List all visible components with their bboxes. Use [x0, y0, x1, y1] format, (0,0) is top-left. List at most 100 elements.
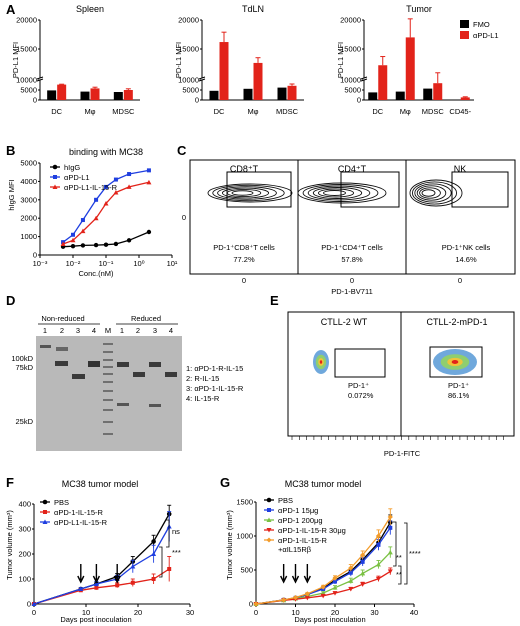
panel-a-title-1: TdLN [242, 4, 264, 14]
panel-g-point-3-8 [375, 576, 381, 582]
panel-a-bar-apdl1-1-1 [253, 62, 263, 100]
panel-g-dose-arrow-1 [291, 564, 300, 584]
panel-c-contour-1-0 [297, 182, 387, 204]
panel-f-dose-arrow-0 [77, 564, 85, 584]
lane-l4: 4 [92, 326, 96, 335]
panel-c-col-cd4: CD4⁺T [338, 164, 367, 174]
panel-b-point-2-3 [93, 215, 99, 221]
panel-a-bar-apdl1-2-2 [433, 83, 443, 100]
panel-a-bar-fmo-1-2 [277, 87, 287, 100]
panel-a-bar-apdl1-0-0 [57, 84, 67, 100]
panel-a-cat-0-1: Mφ [84, 107, 95, 116]
panel-c-gate-0 [226, 171, 292, 208]
panel-g-point-3-7 [360, 582, 366, 587]
panel-a-bar-apdl1-0-1 [90, 88, 100, 100]
panel-c-zero-y: 0 [182, 213, 186, 222]
panel-g-sig-2: ** [396, 570, 402, 579]
panel-a-cat-0-0: DC [51, 107, 62, 116]
panel-a-cat-1-1: Mφ [247, 107, 258, 116]
panel-g-point-3-9 [387, 569, 393, 574]
panel-b-point-2-2 [80, 228, 86, 234]
panel-b-point-0-3 [93, 242, 99, 248]
panel-c-zero-x2: 0 [350, 276, 354, 285]
panel-a-ytick-label-0-2: 10000 [16, 76, 37, 85]
panel-b-ytick-label-0: 0 [33, 251, 37, 260]
panel-b-series-line-1 [62, 169, 150, 243]
panel-f-point-1-3 [115, 583, 120, 588]
panel-f-point-2-2 [93, 581, 99, 586]
panel-g-ytick-label-3: 1500 [236, 498, 253, 507]
panel-c-contour-2-2 [414, 183, 452, 203]
mw-25kd: 25kD [15, 417, 33, 426]
panel-b-point-1-7 [146, 168, 151, 173]
panel-c-contour-0-3 [221, 187, 270, 199]
panel-f-point-1-4 [130, 580, 135, 585]
panel-g-point-4-8 [375, 533, 382, 539]
panel-f-point-0-5 [151, 539, 156, 544]
key-2: 2: R-IL-15 [186, 374, 219, 383]
legend-apdl1-il15r: αPD-L1-IL-15-R [64, 183, 118, 192]
panel-c-gate-cd4: PD-1⁺CD4⁺T cells [321, 243, 383, 252]
panel-f-dose-arrow-1 [92, 564, 101, 584]
panel-a-ytick-label-1-0: 0 [195, 96, 199, 105]
panel-g-point-4-4 [320, 584, 326, 590]
panel-a-ytick-label-1-2: 10000 [178, 76, 199, 85]
panel-a-ytick-label-2-1: 5000 [344, 86, 361, 95]
panel-f-point-1-5 [151, 577, 156, 581]
panel-e-gate-label-wt: PD-1⁺ [348, 381, 369, 390]
panel-g-dose-arrow-0 [280, 564, 288, 584]
lane-r1: 1 [120, 326, 124, 335]
panel-b-ytick-label-2: 2000 [20, 214, 37, 223]
panel-b-xtick-label-3: 10⁰ [133, 259, 144, 268]
legend-higg: hIgG [64, 163, 80, 172]
panel-g-point-4-3 [304, 591, 310, 597]
panel-a-title-2: Tumor [406, 4, 432, 14]
panel-b-point-2-0 [60, 241, 66, 246]
legend-apdl1-swatch [460, 31, 469, 39]
panel-a-tdln-ylabel: PD-L1 MFI [174, 42, 183, 78]
panel-f-point-1-2 [94, 585, 99, 590]
panel-g-point-1-7 [360, 559, 365, 564]
panel-a-ytick-label-1-1: 5000 [182, 86, 199, 95]
panel-e-pct-wt: 0.072% [348, 391, 374, 400]
panel-g-point-4-2 [292, 594, 299, 601]
panel-c-zero-x3: 0 [458, 276, 462, 285]
panel-f-sig-ns: ns [172, 527, 180, 536]
panel-c-contour-2-1 [411, 181, 458, 205]
panel-b-point-1-1 [71, 232, 75, 237]
panel-b-point-1-5 [113, 177, 118, 182]
sds-gel-image [36, 336, 182, 451]
panel-f-series-line-2 [33, 526, 170, 605]
panel-a-cat-2-1: Mφ [400, 107, 411, 116]
legend-f-apd1: αPD-1-IL-15-R [54, 508, 104, 517]
panel-g-sig-1: ** [396, 553, 402, 562]
key-1: 1: αPD-1-R-IL-15 [186, 364, 243, 373]
panel-g-tumor-chart: 0 500 1000 1500 0 10 20 30 40 [236, 498, 418, 618]
panel-a-bar-apdl1-0-2 [123, 90, 133, 100]
panel-c-contour-0-0 [207, 183, 293, 203]
legend-f-apdl1: αPD-L1-IL-15-R [54, 518, 108, 527]
panel-b-point-0-2 [80, 243, 86, 248]
panel-f-xtick-label-1: 10 [82, 608, 90, 617]
panel-c-contour-2-5 [421, 189, 436, 197]
panel-g-ytick-label-0: 0 [249, 600, 253, 609]
panel-g-point-1-9 [388, 525, 393, 530]
panel-a-bar-fmo-2-1 [395, 91, 405, 100]
lane-l2: 2 [60, 326, 64, 335]
panel-g-point-3-4 [320, 593, 326, 599]
panel-c-pct-cd4: 57.8% [341, 255, 363, 264]
panel-b-point-2-7 [146, 179, 152, 185]
panel-e-label: E [270, 293, 279, 308]
panel-g-point-1-8 [376, 542, 381, 547]
panel-b-legend: hIgG αPD-L1 αPD-L1-IL-15-R [50, 163, 118, 192]
mw-100kd: 100kD [11, 354, 33, 363]
panel-c-gate-2 [451, 171, 509, 208]
panel-c-gate-nk: PD-1⁺NK cells [442, 243, 491, 252]
panel-f-xtick-label-3: 30 [186, 608, 194, 617]
panel-b-ytick-label-1: 1000 [20, 232, 37, 241]
panel-b-point-0-4 [103, 242, 109, 247]
legend-fmo: FMO [473, 20, 490, 29]
panel-f-series-line-1 [33, 568, 170, 605]
panel-a-label: A [6, 2, 16, 17]
panel-g-point-3-5 [332, 591, 338, 596]
